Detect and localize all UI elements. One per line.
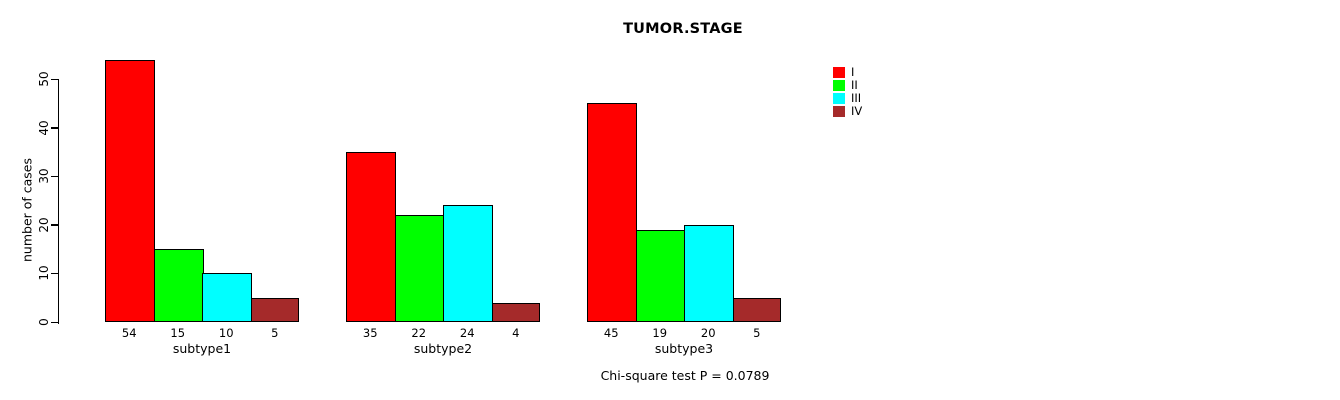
bar-subtype1-III	[202, 273, 252, 322]
bar-subtype3-II	[635, 229, 686, 322]
legend-label: III	[851, 91, 862, 105]
bar-subtype2-I	[346, 151, 396, 322]
category-label-subtype3: subtype3	[654, 341, 714, 356]
y-tick-label: 40	[37, 119, 51, 136]
bar-subtype3-III	[684, 224, 734, 322]
bar-subtype2-II	[394, 215, 445, 322]
legend-row-II: II	[833, 79, 862, 92]
y-tick-label: 20	[37, 217, 51, 233]
y-axis-tick	[51, 78, 58, 80]
y-axis-tick	[51, 272, 58, 275]
bar-subtype1-II	[153, 249, 204, 322]
chart-title: TUMOR.STAGE	[623, 21, 743, 37]
legend-label: I	[851, 65, 855, 79]
bar-subtype1-IV	[250, 297, 299, 322]
category-label-subtype2: subtype2	[413, 341, 473, 356]
bar-value-label: 5	[753, 326, 761, 340]
stat-test-annotation: Chi-square test P = 0.0789	[600, 368, 770, 383]
y-tick-label: 50	[37, 71, 51, 87]
bar-value-label: 4	[512, 326, 520, 340]
legend-swatch-IV	[833, 106, 845, 117]
y-axis-line	[57, 79, 59, 324]
y-axis-tick	[51, 175, 58, 178]
legend: I II III IV	[833, 66, 862, 118]
bar-value-label: 22	[411, 326, 427, 340]
legend-swatch-III	[833, 93, 845, 104]
legend-swatch-I	[833, 67, 845, 78]
y-axis-tick	[51, 321, 58, 323]
legend-label: II	[851, 78, 858, 92]
legend-swatch-II	[833, 80, 845, 91]
y-tick-label: 30	[37, 168, 51, 184]
category-label-subtype1: subtype1	[172, 341, 232, 356]
bar-value-label: 15	[170, 326, 186, 340]
bar-value-label: 20	[700, 326, 716, 340]
bar-value-label: 10	[218, 326, 234, 340]
legend-row-III: III	[833, 92, 862, 105]
bar-value-label: 19	[652, 326, 668, 340]
bar-subtype1-I	[105, 59, 155, 322]
legend-row-IV: IV	[833, 105, 862, 118]
bar-subtype3-I	[587, 103, 637, 322]
bar-value-label: 24	[459, 326, 475, 340]
legend-row-I: I	[833, 66, 862, 79]
bar-value-label: 54	[121, 326, 137, 340]
bar-value-label: 35	[362, 326, 378, 340]
bar-subtype3-IV	[732, 297, 781, 322]
bar-value-label: 5	[271, 326, 279, 340]
y-tick-label: 10	[37, 265, 51, 282]
bar-subtype2-III	[443, 205, 493, 322]
y-tick-label: 0	[37, 318, 51, 326]
bar-subtype2-IV	[491, 302, 540, 322]
y-axis-tick	[51, 127, 58, 129]
legend-label: IV	[851, 104, 863, 118]
y-axis-tick	[51, 224, 58, 226]
bar-value-label: 45	[603, 326, 619, 340]
y-axis-label: number of cases	[19, 157, 35, 263]
